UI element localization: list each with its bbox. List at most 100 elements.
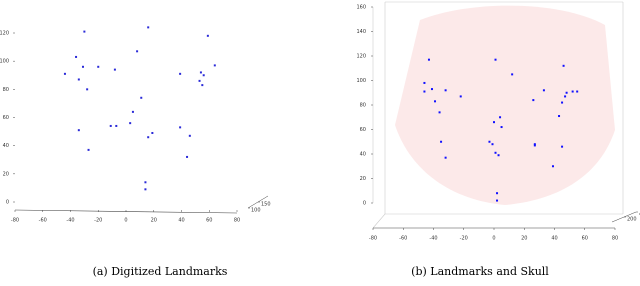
point — [440, 140, 443, 143]
y-tick-label: 20 — [360, 176, 366, 182]
y-tick-label: 80 — [3, 87, 9, 93]
point — [202, 74, 205, 77]
y-tick-label: 100 — [0, 59, 9, 65]
point — [558, 115, 561, 118]
point — [576, 90, 579, 93]
x-tick-label: 80 — [234, 218, 240, 224]
point — [199, 71, 202, 74]
point — [499, 116, 502, 119]
point — [565, 91, 568, 94]
point — [423, 81, 426, 84]
x-tick-label: -40 — [66, 218, 74, 224]
point — [423, 90, 426, 93]
point — [532, 99, 535, 102]
z-tick-label: 150 — [261, 202, 271, 208]
y-tick-label: 160 — [356, 5, 366, 11]
point — [561, 145, 564, 148]
y-tick-label: 100 — [356, 78, 366, 84]
point — [497, 154, 500, 157]
point — [140, 96, 143, 99]
y-tick-label: 140 — [356, 29, 366, 35]
x-tick-label: 20 — [151, 218, 157, 224]
point — [113, 68, 116, 71]
point — [109, 124, 112, 127]
point — [562, 64, 565, 67]
point — [77, 78, 80, 81]
point — [494, 58, 497, 61]
x-tick-label: 0 — [124, 218, 127, 224]
point — [434, 100, 437, 103]
x-tick-label: 40 — [551, 236, 557, 242]
point — [77, 129, 80, 132]
y-tick-label: 40 — [360, 152, 366, 158]
point — [201, 84, 204, 87]
caption: (b) Landmarks and Skull — [411, 265, 549, 278]
point — [115, 124, 118, 127]
point — [494, 151, 497, 154]
point — [511, 73, 514, 76]
y-tick-label: 120 — [0, 31, 9, 37]
point — [188, 134, 191, 137]
z-tick-label: 200 — [627, 217, 637, 223]
point — [83, 30, 86, 33]
point — [63, 72, 66, 75]
point — [136, 50, 139, 53]
point — [206, 34, 209, 37]
point — [144, 188, 147, 191]
point — [493, 121, 495, 124]
point — [87, 148, 90, 151]
point — [179, 72, 182, 75]
point — [131, 110, 134, 113]
point — [179, 126, 182, 129]
point — [427, 58, 430, 61]
z-tick-label: 100 — [251, 208, 261, 214]
point — [430, 88, 433, 91]
x-tick-label: 60 — [582, 236, 588, 242]
point — [151, 131, 154, 134]
point — [561, 101, 564, 104]
point — [86, 88, 89, 91]
point — [542, 89, 545, 92]
point — [438, 111, 441, 114]
point — [533, 143, 536, 146]
x-tick-label: -40 — [429, 236, 437, 242]
y-tick-label: 120 — [356, 54, 366, 60]
x-tick-label: 20 — [521, 236, 527, 242]
x-tick-label: -80 — [369, 236, 377, 242]
point — [491, 143, 494, 146]
point — [533, 144, 536, 147]
point — [444, 156, 447, 159]
skull-shape — [395, 5, 615, 205]
y-tick-label: 60 — [3, 115, 9, 121]
point — [459, 95, 462, 98]
x-tick-label: 80 — [612, 236, 618, 242]
box-edge — [372, 213, 386, 229]
point — [500, 126, 503, 129]
point — [147, 136, 150, 139]
y-tick-label: 0 — [6, 200, 9, 206]
point — [186, 155, 189, 158]
point — [571, 90, 574, 93]
point — [129, 122, 132, 125]
y-tick-label: 60 — [360, 127, 366, 133]
x-tick-label: -20 — [94, 218, 102, 224]
x-tick-label: -80 — [11, 218, 19, 224]
x-tick-label: -20 — [460, 236, 468, 242]
y-tick-label: 40 — [3, 143, 9, 149]
point — [496, 199, 499, 202]
point — [488, 140, 491, 143]
point — [81, 65, 84, 68]
x-tick-label: 40 — [178, 218, 184, 224]
point — [564, 95, 567, 98]
point — [198, 79, 201, 82]
point — [496, 192, 499, 195]
y-tick-label: 20 — [3, 171, 9, 177]
x-tick-label: -60 — [39, 218, 47, 224]
y-tick-label: 80 — [360, 103, 366, 109]
point — [551, 165, 554, 168]
x-tick-label: -60 — [399, 236, 407, 242]
point — [444, 89, 447, 92]
caption: (a) Digitized Landmarks — [93, 265, 228, 278]
point — [97, 65, 100, 68]
